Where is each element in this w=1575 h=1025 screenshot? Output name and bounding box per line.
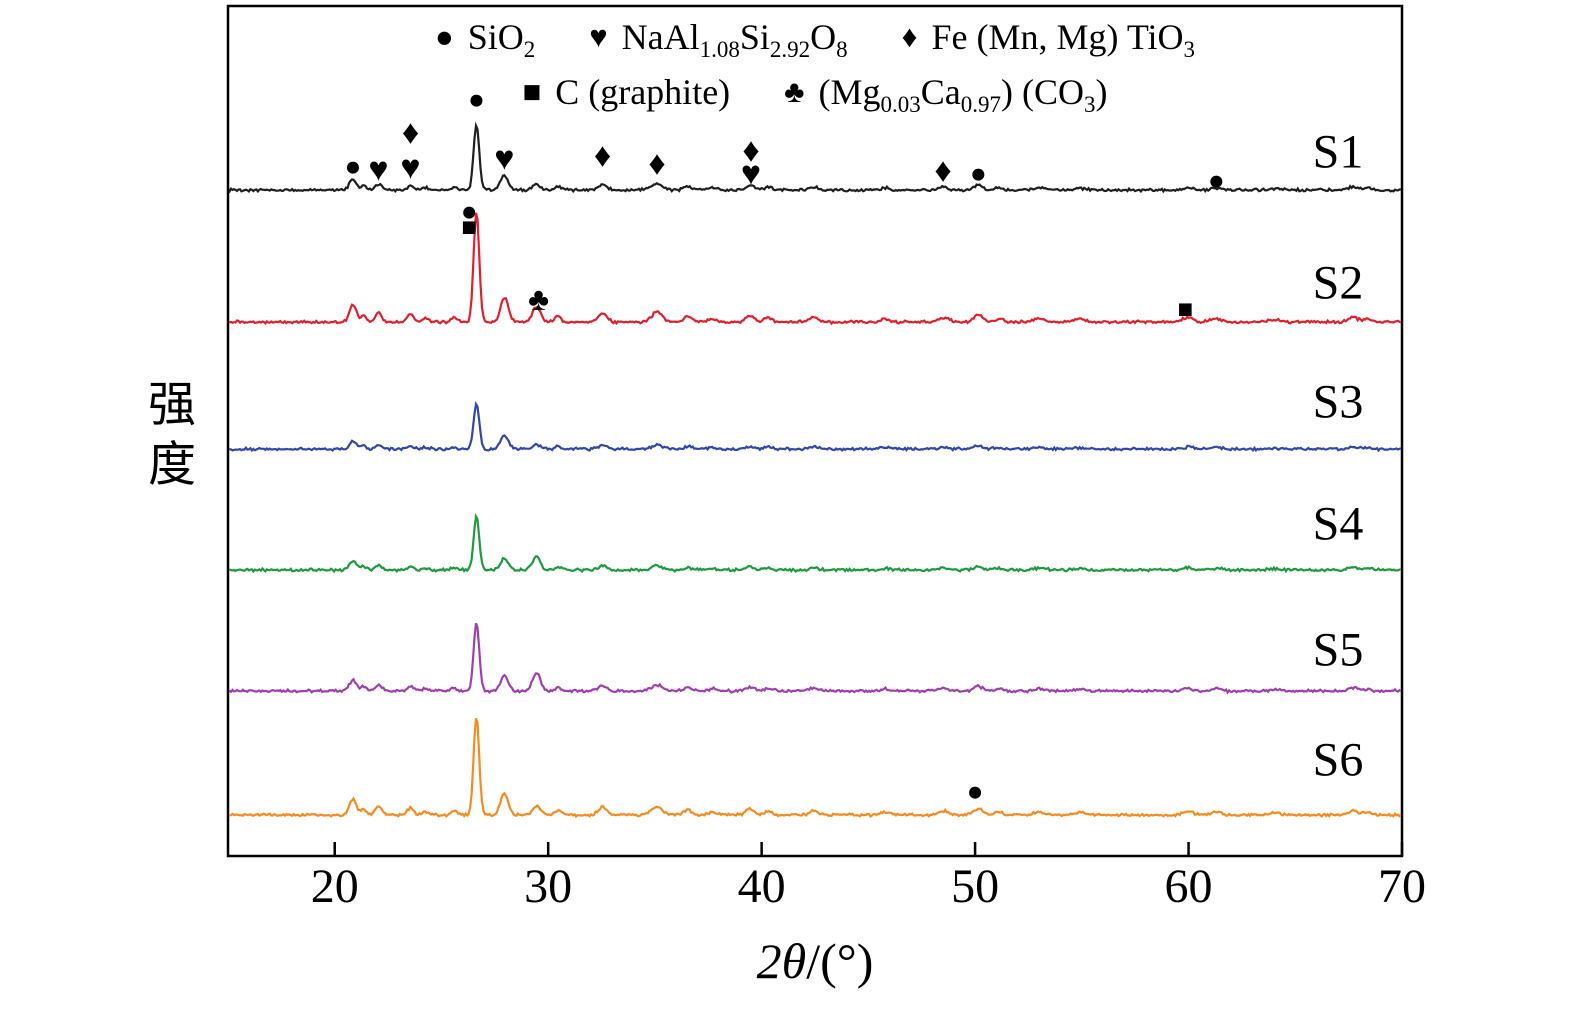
series-curve-S3 <box>229 400 1401 453</box>
phase-marker-icon: ■ <box>461 213 477 242</box>
phase-marker-icon: ♥ <box>494 141 514 178</box>
x-tick-label: 40 <box>738 860 786 913</box>
phase-marker-icon: ♣ <box>528 281 549 317</box>
series-curve-S2 <box>229 212 1401 326</box>
y-axis-label: 度 <box>148 439 196 492</box>
phase-marker-icon: ● <box>344 152 361 183</box>
series-label-S6: S6 <box>1313 734 1364 787</box>
series-curve-S4 <box>229 512 1401 574</box>
series-curve-S5 <box>229 622 1401 695</box>
phase-marker-icon: ♥ <box>400 150 420 187</box>
phase-marker-icon: ♦ <box>648 146 665 183</box>
series-label-S3: S3 <box>1313 376 1364 429</box>
phase-marker-icon: ● <box>461 197 478 228</box>
phase-marker-icon: ● <box>967 777 984 808</box>
phase-marker-icon: ● <box>468 85 485 116</box>
phase-marker-icon: ♥ <box>741 156 761 193</box>
x-tick-label: 30 <box>524 860 572 913</box>
phase-marker-icon: ● <box>1208 166 1225 197</box>
phase-marker-icon: ♦ <box>934 153 951 190</box>
series-curve-S6 <box>229 717 1401 819</box>
series-label-S2: S2 <box>1313 257 1364 310</box>
x-tick-label: 70 <box>1378 860 1426 913</box>
y-axis-label: 强 <box>148 379 196 432</box>
series-label-S5: S5 <box>1313 624 1364 677</box>
series-label-S1: S1 <box>1313 126 1364 179</box>
x-axis-label: 2θ/(°) <box>757 933 874 989</box>
phase-marker-icon: ♥ <box>368 152 388 189</box>
phase-marker-icon: ● <box>970 159 987 190</box>
plot-border <box>226 4 1404 858</box>
series-label-S4: S4 <box>1313 498 1364 551</box>
series-curve-S1 <box>229 121 1401 194</box>
phase-marker-icon: ♦ <box>402 115 419 152</box>
x-tick-label: 50 <box>951 860 999 913</box>
phase-marker-icon: ♦ <box>594 138 611 175</box>
x-tick-label: 60 <box>1165 860 1213 913</box>
phase-marker-icon: ♦ <box>742 133 759 170</box>
phase-marker-icon: ■ <box>1177 295 1193 324</box>
x-tick-label: 20 <box>311 860 359 913</box>
